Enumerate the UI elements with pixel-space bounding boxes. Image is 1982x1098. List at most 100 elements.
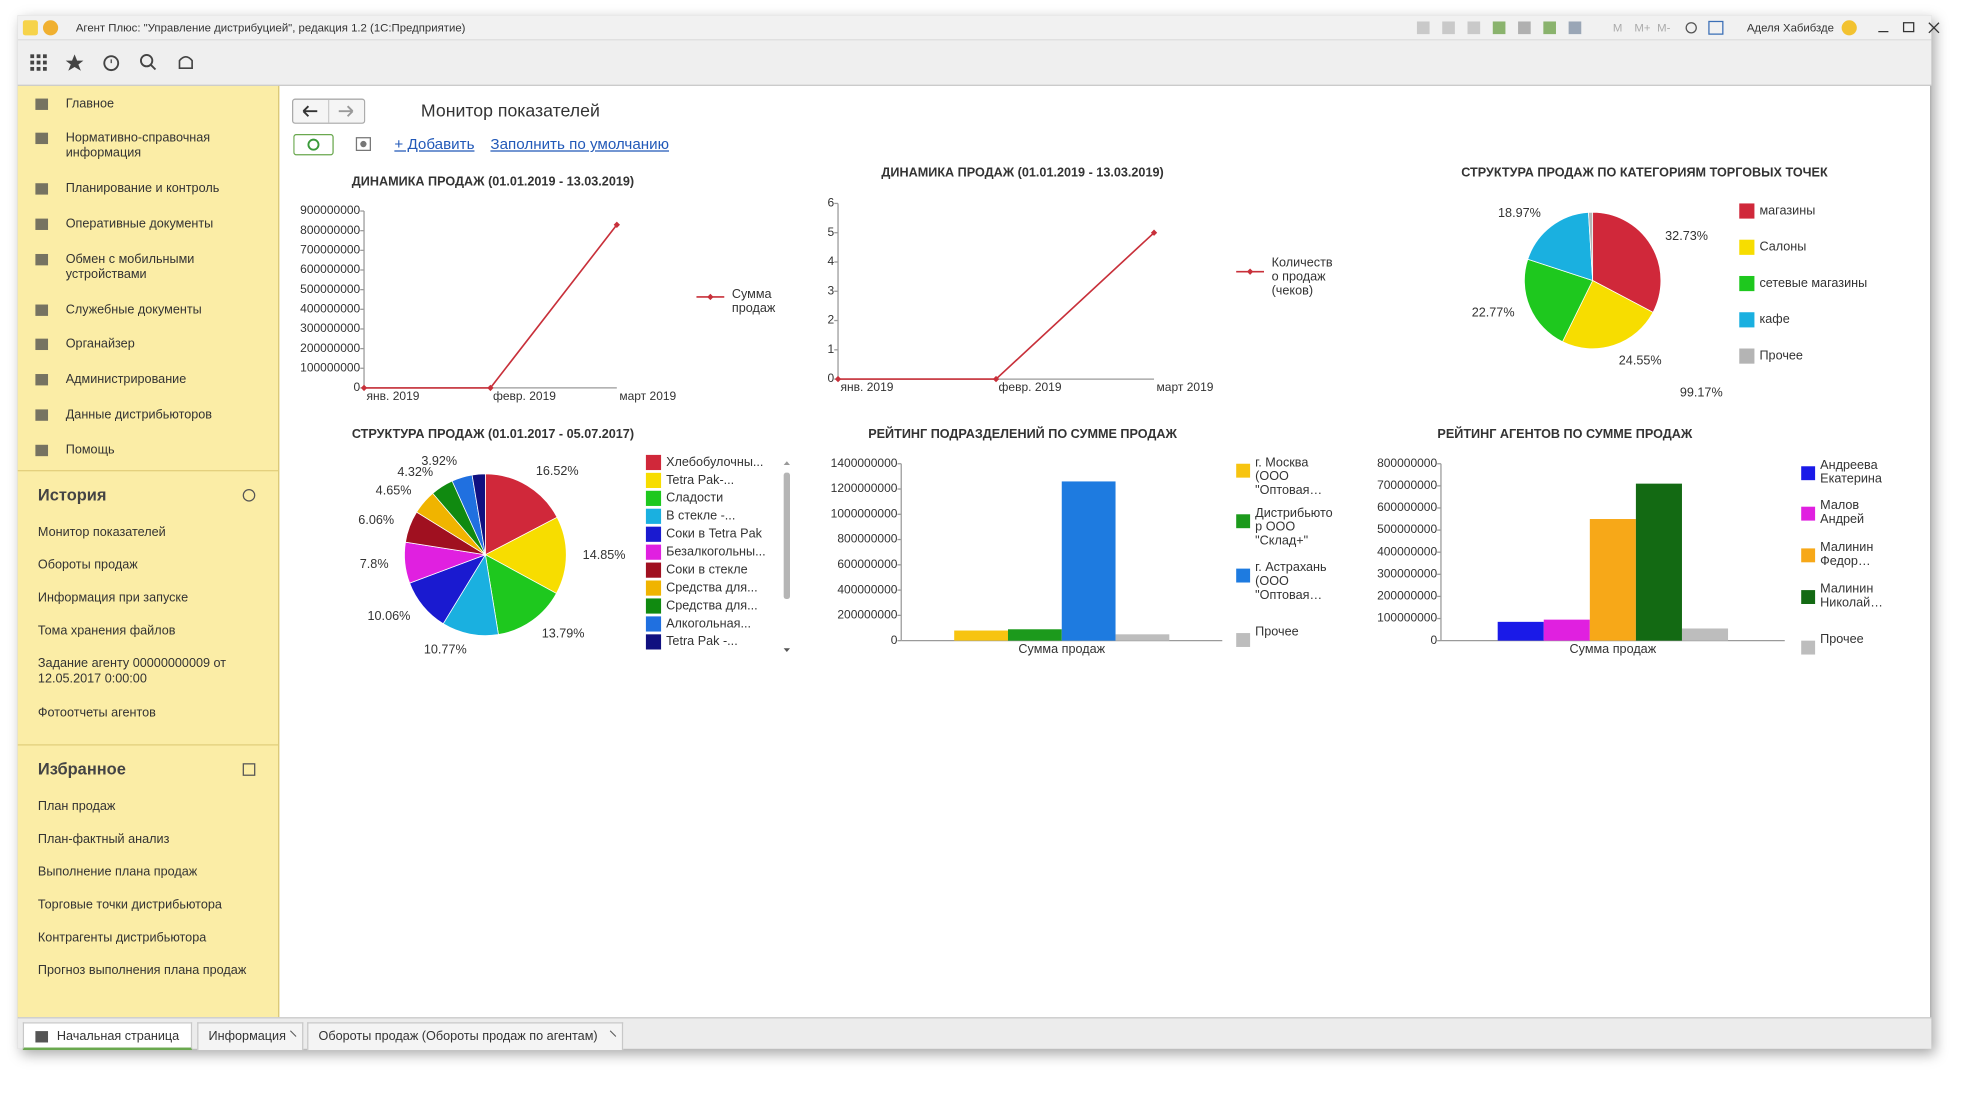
menu-item[interactable]: Задание агенту 00000000009 от 12.05.2017… [37,657,227,687]
toolbar-icons[interactable] [28,51,205,76]
tab-label[interactable]: Информация [208,1029,286,1044]
legend-label: Хлебобулочны... [666,455,763,469]
memory-button[interactable]: M- [1657,21,1671,35]
legend-label: Соки в стекле [666,562,747,576]
y-tick-label: 300000000 [1377,566,1437,580]
tab-label[interactable]: Начальная страница [56,1029,180,1044]
section-header: Избранное [37,759,126,779]
legend-label: кафе [1759,312,1789,326]
form-title: Монитор показателей [420,99,600,121]
pie-slice [1527,212,1594,282]
menu-item[interactable]: Торговые точки дистрибьютора [37,898,222,913]
menu-item[interactable]: Обмен с мобильными устройствами [65,252,195,282]
x-tick-label: Сумма продаж [1570,642,1657,656]
scrollbar-thumb [783,472,791,599]
chart-title: СТРУКТУРА ПРОДАЖ ПО КАТЕГОРИЯМ ТОРГОВЫХ … [1461,165,1828,179]
legend-label: Андреева Екатерина [1820,458,1882,487]
tab-label[interactable]: Обороты продаж (Обороты продаж по агента… [318,1029,598,1044]
chart-title: ДИНАМИКА ПРОДАЖ (01.01.2019 - 13.03.2019… [881,165,1163,179]
menu-item[interactable]: Прогноз выполнения плана продаж [37,964,247,979]
pie-slice [1524,258,1594,343]
fill-default-link[interactable]: Заполнить по умолчанию [490,135,670,153]
legend-label: Сладости [666,491,723,505]
menu-item[interactable]: Данные дистрибьюторов [65,408,213,423]
legend-swatch [1236,514,1251,529]
pie-label: 22.77% [1472,306,1515,320]
menu-item[interactable]: Выполнение плана продаж [37,865,198,880]
menu-item[interactable]: Фотоотчеты агентов [37,706,156,721]
menu-item[interactable]: Планирование и контроль [65,181,220,196]
menu-item[interactable]: Помощь [65,443,115,458]
legend-label: Прочее [1759,348,1802,362]
menu-item[interactable]: Оперативные документы [65,217,214,232]
y-tick-label: 800000000 [300,223,360,237]
menu-item[interactable]: Тома хранения файлов [37,624,176,639]
menu-item[interactable]: Администрирование [65,372,187,387]
memory-button[interactable]: M+ [1634,21,1651,35]
memory-button[interactable]: M [1612,21,1623,35]
menu-icon [35,374,49,386]
legend-label: Алкогольная... [666,616,751,630]
pie-slice [484,473,558,556]
menu-item[interactable]: Обороты продаж [37,558,138,573]
menu-item[interactable]: Монитор показателей [37,525,166,540]
separator [17,744,279,746]
pie-label: 18.97% [1498,206,1541,220]
pie-label: 6.06% [358,513,394,527]
title-icons [1416,21,1582,35]
legend-label: Прочее [1255,625,1299,640]
legend-label: Средства для... [666,598,758,612]
y-tick-label: 6 [828,196,835,210]
menu-item[interactable]: Главное [65,97,115,112]
line-series [838,232,1155,380]
y-tick-label: 1000000000 [831,506,898,520]
menu-item[interactable]: План-фактный анализ [37,832,170,847]
menu-item[interactable]: Служебные документы [65,303,202,318]
y-tick-label: 1200000000 [831,481,898,495]
command-buttons[interactable] [293,133,374,157]
legend-label: Малинин Федор… [1820,540,1874,569]
y-tick-label: 100000000 [300,360,360,374]
y-tick-label: 100000000 [1377,611,1437,625]
separator [17,470,279,472]
line-point [613,221,620,228]
menu-item[interactable]: Органайзер [65,337,135,352]
pie-slice [1588,211,1594,281]
bar [1635,483,1682,641]
y-tick-label: 400000000 [837,582,897,596]
y-tick-label: 0 [828,371,835,385]
legend-swatch [645,616,662,632]
bar [1007,629,1062,641]
menu-item[interactable]: Информация при запуске [37,591,189,606]
menu-item[interactable]: Нормативно-справочная информация [65,131,211,161]
menu-item[interactable]: План продаж [37,799,116,814]
line-series [364,224,618,389]
y-tick-label: 5 [828,225,835,239]
legend-swatch [1236,463,1251,478]
pie-label: 3.92% [421,454,457,468]
tab[interactable]: Информация [197,1022,304,1051]
tab[interactable]: Начальная страница [22,1022,193,1051]
tab[interactable]: Обороты продаж (Обороты продаж по агента… [307,1022,624,1051]
nav-buttons[interactable] [291,98,366,124]
user-name[interactable]: Аделя Хабибзде [1746,21,1834,35]
legend-swatch [645,472,662,489]
legend-label: сетевые магазины [1759,276,1867,290]
y-tick-label: 0 [1430,633,1437,647]
legend-label: Малов Андрей [1820,499,1865,527]
legend-swatch [645,598,662,614]
menu-item[interactable]: Контрагенты дистрибьютора [37,931,207,946]
menu-icon [35,132,49,145]
pie-label: 24.55% [1619,353,1662,367]
toolbar [17,40,1932,86]
add-link[interactable]: + Добавить [394,135,475,153]
section-icon [242,489,256,502]
legend-label: магазины [1759,203,1815,217]
legend-label: Салоны [1759,240,1806,254]
y-tick-label: 800000000 [837,532,897,546]
legend-swatch [1246,268,1254,275]
legend-label: г. Москва (ООО "Оптовая… [1255,456,1323,498]
y-tick-label: 500000000 [300,282,360,296]
y-tick-label: 400000000 [1377,544,1437,558]
menu-icon [35,444,49,457]
